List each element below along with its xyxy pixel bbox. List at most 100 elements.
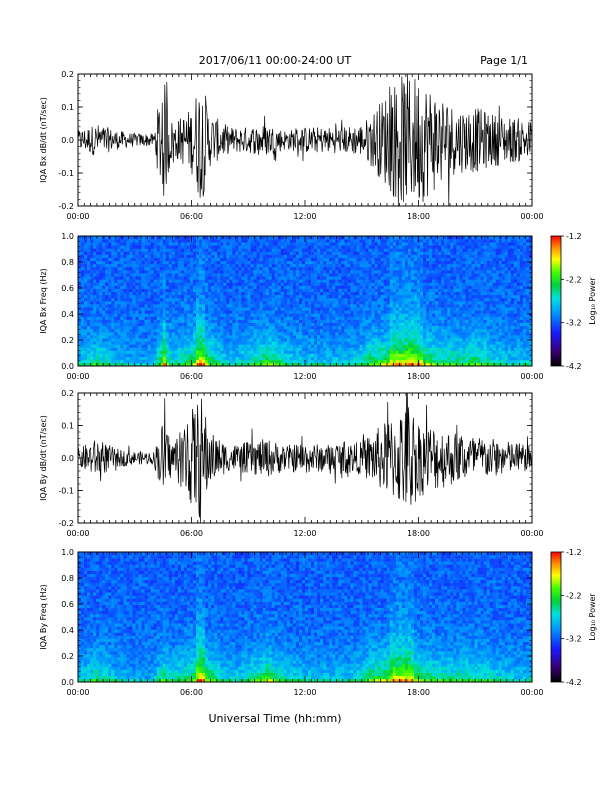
spectrogram-cell xyxy=(156,279,161,283)
spectrogram-cell xyxy=(196,356,200,361)
spectrogram-cell xyxy=(301,353,306,358)
spectrogram-cell xyxy=(323,245,327,249)
spectrogram-cell xyxy=(105,328,109,333)
spectrogram-cell xyxy=(359,353,363,358)
spectrogram-cell xyxy=(377,236,381,240)
spectrogram-cell xyxy=(183,254,188,258)
spectrogram-cell xyxy=(320,328,324,333)
spectrogram-cell xyxy=(420,356,424,361)
spectrogram-cell xyxy=(205,242,209,246)
spectrogram-cell xyxy=(165,248,170,252)
spectrogram-cell xyxy=(383,341,388,345)
spectrogram-cell xyxy=(235,341,239,345)
spectrogram-cell xyxy=(368,291,372,296)
spectrogram-cell xyxy=(420,263,424,268)
spectrogram-cell xyxy=(413,356,418,361)
spectrogram-cell xyxy=(244,359,248,364)
spectrogram-cell xyxy=(132,341,136,345)
spectrogram-cell xyxy=(193,285,197,289)
spectrogram-cell xyxy=(171,304,176,308)
spectrogram-cell xyxy=(413,319,418,323)
spectrogram-cell xyxy=(196,279,200,283)
spectrogram-cell xyxy=(241,350,245,354)
spectrogram-cell xyxy=(220,297,224,302)
spectrogram-cell xyxy=(380,362,384,367)
spectrogram-cell xyxy=(135,251,139,255)
spectrogram-cell xyxy=(144,251,148,255)
spectrogram-cell xyxy=(150,266,154,271)
spectrogram-cell xyxy=(323,251,327,255)
spectrogram-cell xyxy=(350,245,354,249)
spectrogram-cell xyxy=(262,310,266,314)
spectrogram-cell xyxy=(371,356,375,361)
spectrogram-cell xyxy=(186,301,191,305)
spectrogram-cell xyxy=(353,350,357,354)
spectrogram-cell xyxy=(295,319,300,323)
spectrogram-cell xyxy=(280,291,285,296)
spectrogram-cell xyxy=(298,239,303,243)
spectrogram-cell xyxy=(265,322,269,327)
spectrogram-cell xyxy=(329,297,333,302)
spectrogram-cell xyxy=(329,257,333,262)
spectrogram-cell xyxy=(99,257,103,262)
spectrogram-cell xyxy=(208,310,212,314)
spectrogram-cell xyxy=(416,248,421,252)
spectrogram-cell xyxy=(183,282,188,286)
spectrogram-cell xyxy=(301,307,306,311)
spectrogram-cell xyxy=(150,338,154,342)
spectrogram-cell xyxy=(286,313,291,317)
spectrogram-cell xyxy=(241,288,245,293)
spectrogram-cell xyxy=(295,353,300,358)
spectrogram-cell xyxy=(386,301,391,305)
spectrogram-cell xyxy=(353,341,357,345)
spectrogram-cell xyxy=(141,279,145,283)
spectrogram-cell xyxy=(250,254,254,258)
spectrogram-cell xyxy=(259,254,263,258)
spectrogram-cell xyxy=(229,276,233,280)
spectrogram-cell xyxy=(395,282,400,286)
spectrogram-cell xyxy=(344,297,348,302)
spectrogram-cell xyxy=(226,341,230,345)
spectrogram-cell xyxy=(123,279,127,283)
spectrogram-cell xyxy=(335,251,339,255)
spectrogram-cell xyxy=(129,270,133,274)
spectrogram-cell xyxy=(344,350,348,354)
spectrogram-cell xyxy=(389,335,394,339)
spectrogram-cell xyxy=(223,248,227,252)
spectrogram-cell xyxy=(253,245,257,249)
spectrogram-cell xyxy=(196,301,200,305)
spectrogram-cell xyxy=(174,304,179,308)
spectrogram-cell xyxy=(335,276,339,280)
spectrogram-cell xyxy=(126,266,130,271)
spectrogram-cell xyxy=(105,301,109,305)
spectrogram-cell xyxy=(392,254,397,258)
spectrogram-cell xyxy=(329,310,333,314)
spectrogram-cell xyxy=(141,359,145,364)
spectrogram-cell xyxy=(407,356,412,361)
spectrogram-cell xyxy=(253,301,257,305)
spectrogram-cell xyxy=(301,294,306,299)
spectrogram-cell xyxy=(247,331,251,336)
spectrogram-cell xyxy=(223,285,227,289)
spectrogram-cell xyxy=(320,273,324,277)
spectrogram-cell xyxy=(383,257,388,262)
spectrogram-cell xyxy=(292,260,297,265)
spectrogram-cell xyxy=(253,236,257,240)
spectrogram-cell xyxy=(120,338,124,342)
spectrogram-cell xyxy=(165,353,170,358)
spectrogram-cell xyxy=(283,325,288,330)
spectrogram-cell xyxy=(401,338,406,342)
spectrogram-cell xyxy=(96,359,100,364)
spectrogram-cell xyxy=(171,239,176,243)
spectrogram-cell xyxy=(359,291,363,296)
spectrogram-cell xyxy=(141,338,145,342)
spectrogram-cell xyxy=(171,270,176,274)
spectrogram-cell xyxy=(238,338,242,342)
spectrogram-cell xyxy=(232,260,236,265)
spectrogram-cell xyxy=(165,304,170,308)
spectrogram-cell xyxy=(398,325,403,330)
spectrogram-cell xyxy=(177,263,182,268)
spectrogram-cell xyxy=(108,350,112,354)
spectrogram-cell xyxy=(111,325,115,330)
spectrogram-cell xyxy=(326,307,330,311)
